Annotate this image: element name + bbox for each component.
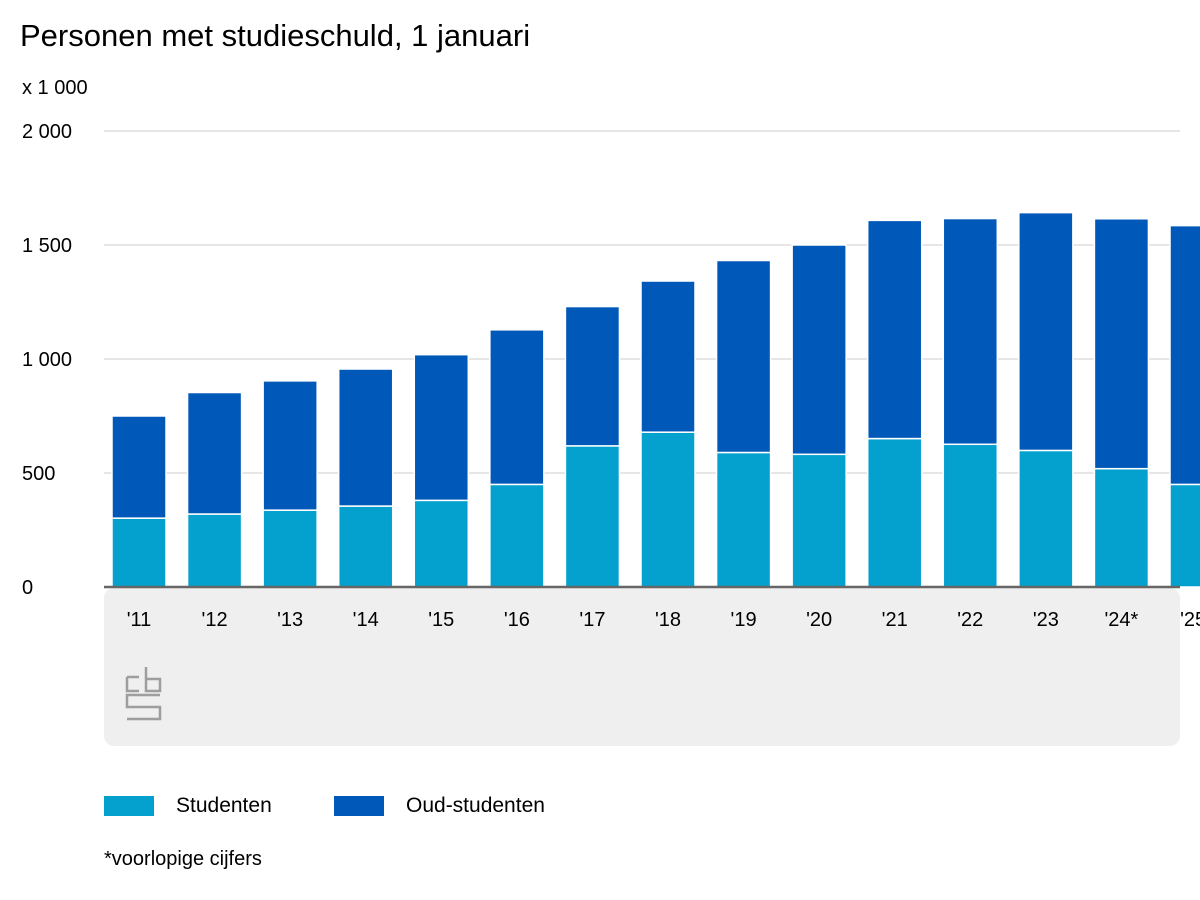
legend-swatch-studenten [104, 796, 154, 816]
bar-oud-studenten [186, 391, 243, 515]
x-tick-label: '13 [277, 609, 303, 631]
bar-studenten [1169, 483, 1200, 588]
y-tick-label: 1 000 [22, 349, 72, 371]
bar-oud-studenten [1018, 211, 1074, 452]
chart-title: Personen met studieschuld, 1 januari [20, 18, 531, 53]
bar-oud-studenten [791, 244, 847, 456]
bar-studenten [111, 517, 167, 588]
x-tick-label: '17 [579, 609, 605, 631]
bar-oud-studenten [564, 305, 621, 447]
legend-label-studenten: Studenten [176, 794, 272, 817]
cbs-logo-icon [125, 667, 162, 721]
y-tick-label: 2 000 [22, 121, 72, 143]
bar-oud-studenten [1093, 218, 1150, 470]
bar-oud-studenten [337, 368, 394, 507]
x-tick-label: '20 [806, 609, 832, 631]
bar-studenten [262, 509, 318, 588]
bar-oud-studenten [1169, 224, 1200, 486]
footnote: *voorlopige cijfers [104, 848, 262, 870]
bar-studenten [640, 431, 696, 588]
x-tick-label: '16 [504, 609, 530, 631]
bar-oud-studenten [111, 415, 167, 519]
bar-studenten [791, 453, 847, 588]
bar-studenten [413, 499, 470, 588]
bar-oud-studenten [640, 280, 696, 433]
y-tick-label: 0 [22, 577, 33, 599]
bar-studenten [186, 513, 243, 588]
x-tick-label: '19 [731, 609, 757, 631]
x-tick-label: '12 [202, 609, 228, 631]
x-tick-label: '11 [127, 609, 152, 631]
bar-studenten [337, 505, 394, 588]
legend-item-studenten: Studenten [104, 789, 272, 823]
legend-label-oud-studenten: Oud-studenten [406, 794, 545, 817]
bar-oud-studenten [489, 329, 545, 486]
bar-studenten [1018, 449, 1074, 588]
x-tick-label: '18 [655, 609, 681, 631]
bar-studenten [489, 483, 545, 588]
x-tick-label: '21 [882, 609, 908, 631]
x-tick-label: '25* [1180, 609, 1200, 631]
bar-studenten [942, 443, 999, 588]
y-tick-label: 500 [22, 463, 55, 485]
bar-oud-studenten [715, 259, 772, 454]
bar-studenten [866, 437, 923, 588]
bar-oud-studenten [866, 219, 923, 440]
y-tick-label: 1 500 [22, 235, 72, 257]
x-axis-panel [104, 588, 1180, 746]
bar-oud-studenten [942, 217, 999, 446]
y-axis-ticks: 0 500 1 000 1 500 2 000 [22, 121, 72, 599]
x-tick-label: '14 [353, 609, 379, 631]
bar-oud-studenten [262, 380, 318, 511]
legend-item-oud-studenten: Oud-studenten [334, 789, 545, 823]
bars [111, 211, 1200, 588]
y-axis-unit-label: x 1 000 [22, 77, 88, 99]
x-tick-label: '24* [1104, 609, 1138, 631]
x-tick-label: '15 [428, 609, 454, 631]
bar-oud-studenten [413, 353, 470, 502]
cbs-logo-icon-mark [125, 667, 162, 721]
x-tick-label: '22 [957, 609, 983, 631]
bar-studenten [564, 445, 621, 588]
bar-studenten [1093, 467, 1150, 588]
x-tick-label: '23 [1033, 609, 1059, 631]
x-axis-ticks: '11 '12 '13 '14 '15 '16 '17 '18 '19 '20 '21 '22 '23 '… [127, 609, 1200, 631]
legend-swatch-oud-studenten [334, 796, 384, 816]
bar-studenten [715, 451, 772, 588]
